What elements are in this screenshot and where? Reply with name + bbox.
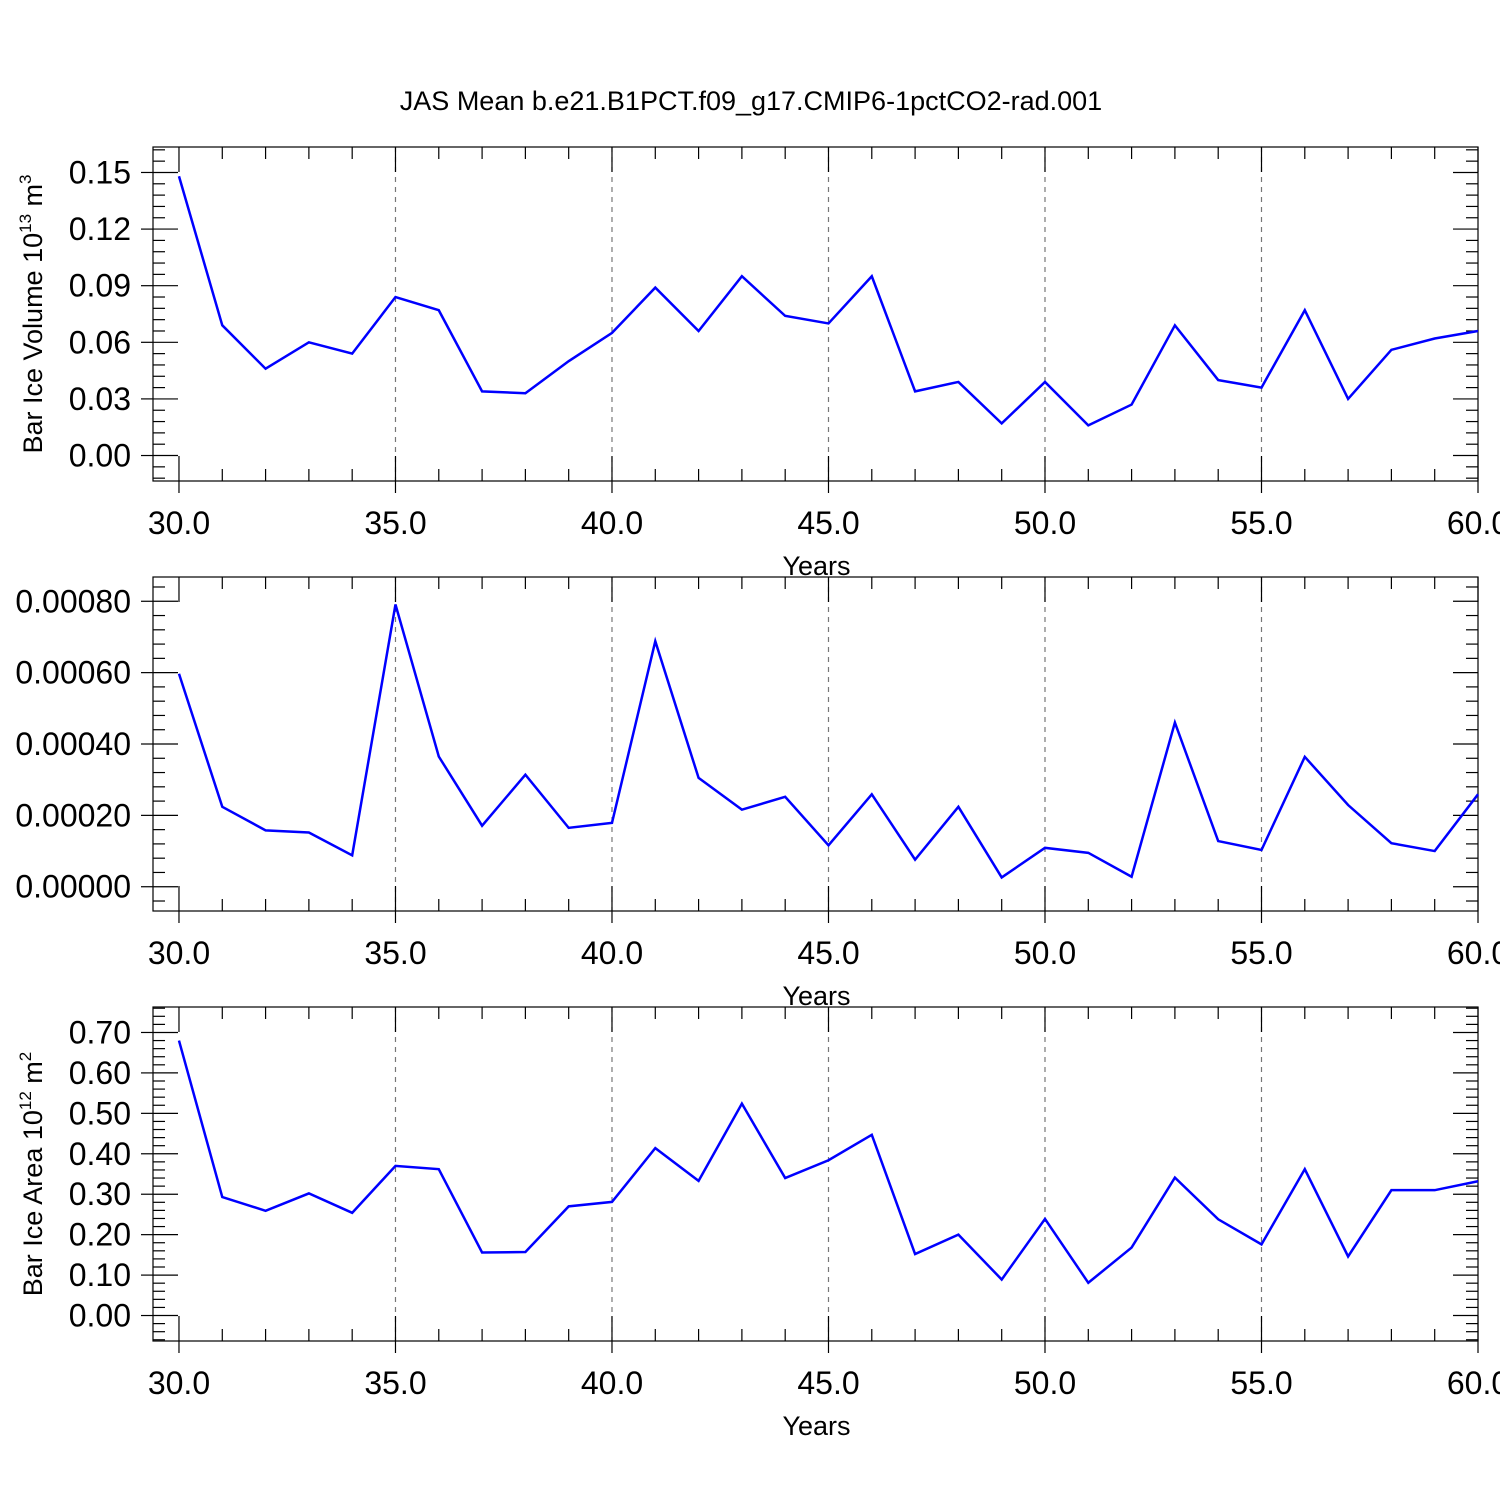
y-tick-label: 0.30 [69,1176,131,1212]
x-tick-label: 30.0 [148,1365,210,1401]
y-tick-label: 0.40 [69,1136,131,1172]
x-tick-label: 45.0 [797,935,859,971]
y-tick-label: 0.12 [69,211,131,247]
x-axis-label: Years [782,551,850,581]
x-axis-label: Years [782,1411,850,1441]
y-tick-label: 0.50 [69,1095,131,1131]
x-tick-label: 45.0 [797,1365,859,1401]
y-tick-label: 0.00020 [15,797,131,833]
x-tick-label: 55.0 [1230,505,1292,541]
figure-title: JAS Mean b.e21.B1PCT.f09_g17.CMIP6-1pctC… [400,86,1102,116]
y-tick-label: 0.09 [69,268,131,304]
y-axis-label: Bar Ice Area 1012 m2 [16,1052,48,1297]
x-tick-label: 60.0 [1447,1365,1500,1401]
panel-3: 30.0 35.0 40.0 45.0 50.0 55.0 60.0 Years 0.00 0.1… [16,1006,1500,1441]
plot-frame [152,576,1479,912]
x-tick-label: 50.0 [1014,505,1076,541]
x-tick-label: 50.0 [1014,935,1076,971]
y-tick-label: 0.00040 [15,726,131,762]
x-tick-label: 30.0 [148,505,210,541]
x-tick-label: 50.0 [1014,1365,1076,1401]
x-tick-label: 60.0 [1447,505,1500,541]
y-tick-label: 0.10 [69,1257,131,1293]
x-tick-label: 35.0 [364,935,426,971]
y-tick-label: 0.03 [69,381,131,417]
x-tick-label: 60.0 [1447,935,1500,971]
y-tick-label: 0.00060 [15,655,131,691]
x-axis-label: Years [782,981,850,1011]
y-tick-label: 0.15 [69,154,131,190]
x-tick-label: 55.0 [1230,1365,1292,1401]
panels: 30.0 35.0 40.0 45.0 50.0 55.0 60.0 Years 0.00 0.0… [15,146,1500,1441]
x-tick-label: 45.0 [797,505,859,541]
y-tick-label: 0.70 [69,1014,131,1050]
panel-2: 30.0 35.0 40.0 45.0 50.0 55.0 60.0 Years 0.00000… [15,576,1500,1011]
y-tick-label: 0.06 [69,324,131,360]
plot-frame [152,146,1479,482]
x-tick-label: 40.0 [581,505,643,541]
series-line [177,604,1479,880]
x-tick-label: 35.0 [364,505,426,541]
y-tick-label: 0.60 [69,1055,131,1091]
series-line [177,1040,1479,1285]
y-tick-label: 0.20 [69,1217,131,1253]
x-tick-label: 40.0 [581,1365,643,1401]
x-tick-label: 30.0 [148,935,210,971]
plot-frame [152,1006,1479,1342]
y-tick-label: 0.00080 [15,583,131,619]
y-tick-label: 0.00 [69,1298,131,1334]
x-tick-label: 35.0 [364,1365,426,1401]
x-tick-label: 40.0 [581,935,643,971]
y-tick-label: 0.00000 [15,869,131,905]
x-tick-label: 55.0 [1230,935,1292,971]
series-line [177,175,1479,427]
panel-1: 30.0 35.0 40.0 45.0 50.0 55.0 60.0 Years 0.00 0.0… [16,146,1500,581]
y-tick-label: 0.00 [69,438,131,474]
y-axis-label: Bar Ice Volume 1013 m3 [16,174,48,453]
